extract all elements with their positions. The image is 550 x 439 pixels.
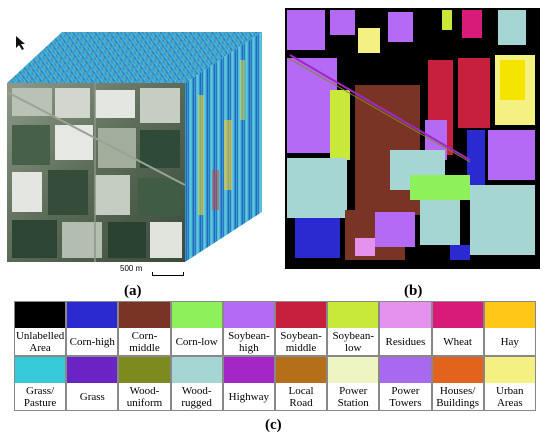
caption-a: (a)	[124, 283, 142, 299]
legend-label: Grass	[79, 390, 105, 403]
class-legend: Unlabelled Area Corn-high Corn- middle C…	[14, 301, 536, 411]
scale-bar: 500 m	[120, 264, 190, 276]
legend-swatch	[67, 302, 118, 328]
legend-swatch	[432, 357, 483, 383]
hyperspectral-cube	[6, 8, 540, 269]
cube-top-face	[7, 32, 262, 83]
cursor-arrow-icon	[16, 36, 25, 50]
legend-label: Local Road	[288, 384, 314, 409]
legend-label: Houses/ Buildings	[436, 384, 479, 409]
legend-item: Hay	[483, 301, 536, 356]
legend-swatch	[380, 302, 431, 328]
legend-item: Wheat	[431, 301, 484, 356]
legend-label: Corn- middle	[129, 329, 160, 354]
legend-swatch	[380, 357, 431, 383]
legend-swatch	[328, 357, 379, 383]
legend-item: Houses/ Buildings	[431, 356, 484, 411]
legend-item: Soybean- low	[327, 301, 380, 356]
legend-item: Local Road	[274, 356, 328, 411]
caption-c: (c)	[265, 417, 282, 433]
legend-label: Wheat	[443, 335, 472, 348]
legend-label: Residues	[385, 335, 426, 348]
legend-item: Grass	[66, 356, 119, 411]
cube-front-face-aerial-image	[6, 83, 186, 262]
legend-swatch	[171, 302, 222, 328]
legend-item: Residues	[379, 301, 432, 356]
legend-swatch	[171, 357, 222, 383]
legend-label: Power Towers	[389, 384, 422, 409]
legend-item: Corn-low	[170, 301, 223, 356]
legend-label: Corn-low	[175, 335, 218, 348]
legend-swatch	[328, 302, 379, 328]
legend-swatch	[432, 302, 483, 328]
legend-item: Power Towers	[379, 356, 432, 411]
legend-swatch	[223, 357, 274, 383]
legend-swatch	[15, 302, 66, 328]
legend-swatch	[67, 357, 118, 383]
legend-item: Highway	[222, 356, 275, 411]
legend-swatch	[223, 302, 274, 328]
caption-b: (b)	[404, 283, 423, 299]
legend-item: Power Station	[327, 356, 380, 411]
legend-item: Soybean- high	[222, 301, 275, 356]
legend-swatch	[15, 357, 66, 383]
legend-row-1: Unlabelled Area Corn-high Corn- middle C…	[14, 301, 536, 356]
legend-label: Soybean- low	[332, 329, 374, 354]
legend-label: Wood- uniform	[126, 384, 163, 409]
legend-item: Soybean- middle	[274, 301, 328, 356]
legend-label: Highway	[228, 390, 269, 403]
legend-item: Unlabelled Area	[14, 301, 67, 356]
legend-label: Unlabelled Area	[15, 329, 65, 354]
legend-label: Soybean- middle	[280, 329, 322, 354]
scale-bar-label: 500 m	[120, 264, 143, 273]
legend-label: Urban Areas	[496, 384, 524, 409]
legend-label: Hay	[500, 335, 519, 348]
legend-swatch	[275, 357, 327, 383]
legend-label: Soybean- high	[228, 329, 270, 354]
legend-item: Wood- rugged	[170, 356, 223, 411]
legend-item: Corn- middle	[118, 301, 171, 356]
legend-swatch	[484, 357, 535, 383]
legend-swatch	[275, 302, 327, 328]
legend-item: Grass/ Pasture	[14, 356, 67, 411]
legend-label: Wood- rugged	[181, 384, 212, 409]
legend-item: Corn-high	[66, 301, 119, 356]
legend-swatch	[119, 357, 170, 383]
ground-truth-map	[285, 8, 540, 269]
legend-label: Corn-high	[69, 335, 115, 348]
legend-swatch	[484, 302, 535, 328]
legend-label: Grass/ Pasture	[23, 384, 57, 409]
legend-item: Wood- uniform	[118, 356, 171, 411]
legend-label: Power Station	[337, 384, 369, 409]
legend-swatch	[119, 302, 170, 328]
legend-row-2: Grass/ Pasture Grass Wood- uniform Wood-…	[14, 356, 536, 411]
scale-bar-line	[152, 272, 184, 276]
legend-item: Urban Areas	[483, 356, 536, 411]
cube-side-face	[185, 32, 262, 262]
